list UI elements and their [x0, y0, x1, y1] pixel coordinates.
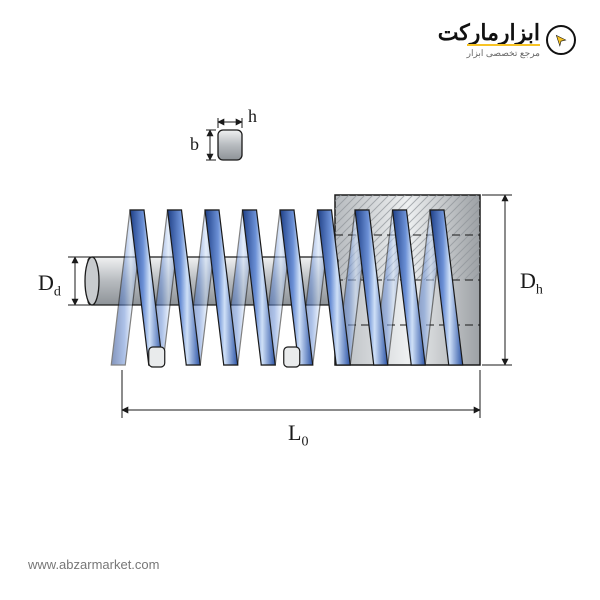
label-h: h	[248, 106, 257, 127]
label-Dd: Dd	[38, 270, 61, 300]
dim-L0	[122, 370, 480, 418]
label-L0: L0	[288, 420, 308, 450]
cursor-icon	[546, 25, 576, 55]
brand-name: ابزارمارکت	[438, 20, 540, 46]
brand-logo: ابزارمارکت مرجع تخصصی ابزار	[438, 20, 576, 59]
spring-diagram-svg	[0, 0, 600, 600]
label-Dh: Dh	[520, 268, 543, 298]
label-b: b	[190, 134, 199, 155]
diagram-stage: ابزارمارکت مرجع تخصصی ابزار	[0, 0, 600, 600]
dim-Dh	[482, 195, 512, 365]
brand-tagline: مرجع تخصصی ابزار	[467, 44, 540, 59]
site-url: www.abzarmarket.com	[28, 557, 159, 572]
wire-section-detail	[206, 118, 242, 160]
